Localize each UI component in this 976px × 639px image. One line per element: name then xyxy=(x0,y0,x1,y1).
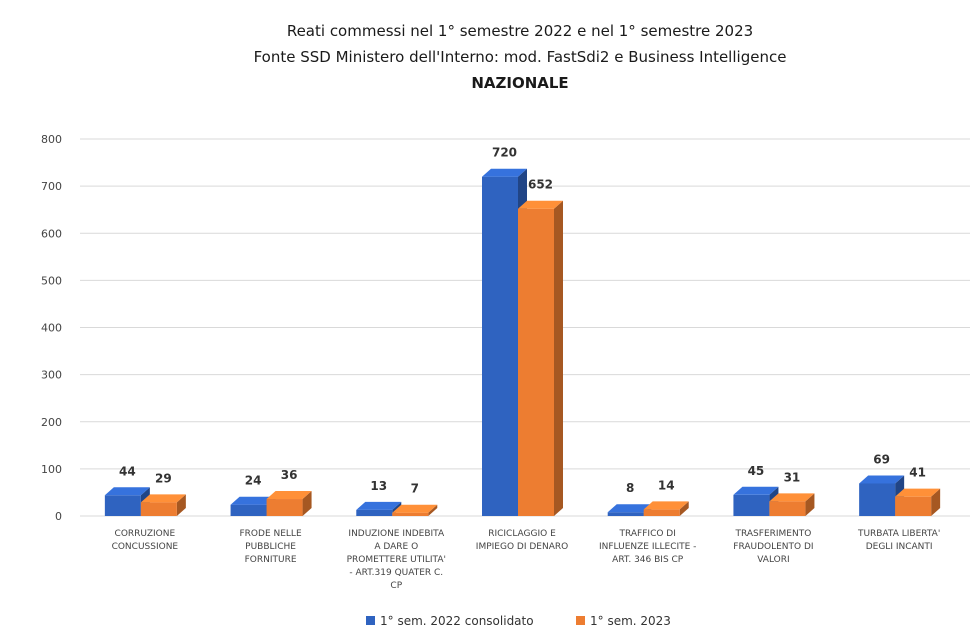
chart-title-line-3: NAZIONALE xyxy=(471,74,568,92)
bar-side xyxy=(679,501,689,516)
data-label: 45 xyxy=(748,464,765,478)
bar-top xyxy=(230,496,276,505)
bar-top xyxy=(607,504,653,513)
bar-front xyxy=(104,495,141,516)
data-label: 69 xyxy=(873,452,890,466)
y-axis-ticks: 0 100 200 300 400 500 600 700 800 xyxy=(41,133,62,523)
bar-front xyxy=(356,509,393,516)
bar-top xyxy=(104,487,150,496)
legend: 1° sem. 2022 consolidato 1° sem. 2023 xyxy=(366,614,671,628)
y-tick-label: 100 xyxy=(41,463,62,476)
bar xyxy=(392,504,438,516)
bar-top xyxy=(643,501,689,510)
legend-swatch-2023 xyxy=(576,616,585,625)
x-category-label: TRASFERIMENTO FRAUDOLENTO DI VALORI xyxy=(733,529,813,565)
data-label: 41 xyxy=(909,466,926,480)
y-tick-label: 400 xyxy=(41,322,62,335)
bar xyxy=(140,494,186,516)
data-label: 36 xyxy=(281,468,298,482)
y-tick-label: 800 xyxy=(41,133,62,146)
bar-front xyxy=(140,502,177,516)
bar-top xyxy=(140,494,186,503)
bar-side xyxy=(302,491,312,516)
data-label: 31 xyxy=(784,470,801,484)
legend-label-2023: 1° sem. 2023 xyxy=(590,614,671,628)
y-tick-label: 600 xyxy=(41,227,62,240)
bar-side xyxy=(805,493,815,516)
bar-side xyxy=(554,200,563,516)
x-category-label: CORRUZIONE CONCUSSIONE xyxy=(112,529,179,552)
x-category-label: TRAFFICO DI INFLUENZE ILLECITE -ART. 346 … xyxy=(599,529,696,565)
legend-swatch-2022 xyxy=(366,616,375,625)
data-label: 44 xyxy=(119,464,136,478)
bar xyxy=(518,200,563,516)
bar-top xyxy=(895,488,941,497)
bar-front xyxy=(859,483,896,516)
data-label: 14 xyxy=(658,478,675,492)
data-label: 7 xyxy=(411,482,419,496)
legend-label-2022: 1° sem. 2022 consolidato xyxy=(380,614,534,628)
bar xyxy=(895,488,941,516)
y-tick-label: 0 xyxy=(55,510,62,523)
chart-title: Reati commessi nel 1° semestre 2022 e ne… xyxy=(254,22,787,92)
bar-front xyxy=(230,504,267,516)
bar xyxy=(769,493,815,516)
bar-top xyxy=(769,493,815,502)
data-label: 29 xyxy=(155,471,172,485)
bar-top xyxy=(482,168,527,177)
bar-front xyxy=(518,208,554,516)
data-label: 720 xyxy=(492,146,517,160)
chart-title-line-2: Fonte SSD Ministero dell'Interno: mod. F… xyxy=(254,48,787,66)
x-axis-categories: CORRUZIONE CONCUSSIONE FRODE NELLE PUBBLICH… xyxy=(112,529,941,591)
chart-title-line-1: Reati commessi nel 1° semestre 2022 e ne… xyxy=(287,22,753,40)
x-category-label: RICICLAGGIO E IMPIEGO DI DENARO xyxy=(476,529,568,552)
bar-top xyxy=(518,200,563,209)
bar-front xyxy=(643,509,680,516)
bar-front xyxy=(607,512,644,516)
bars xyxy=(104,168,941,516)
data-label: 24 xyxy=(245,474,262,488)
bar-top xyxy=(356,501,402,510)
y-tick-label: 300 xyxy=(41,369,62,382)
bar-top xyxy=(392,504,438,513)
y-tick-label: 200 xyxy=(41,416,62,429)
bar-top xyxy=(266,491,312,500)
bar-front xyxy=(769,501,806,516)
y-tick-label: 700 xyxy=(41,180,62,193)
data-label: 8 xyxy=(626,481,634,495)
y-tick-label: 500 xyxy=(41,274,62,287)
bar-top xyxy=(733,486,779,495)
bar-front xyxy=(482,176,518,516)
bar-front xyxy=(266,499,303,516)
bar-front xyxy=(895,496,932,516)
bar xyxy=(643,501,689,516)
data-label: 652 xyxy=(528,178,553,192)
bar-top xyxy=(859,475,905,484)
bar-front xyxy=(733,494,770,516)
bar xyxy=(266,491,312,516)
bar-side xyxy=(428,504,438,516)
bar-side xyxy=(176,494,186,516)
data-label: 13 xyxy=(370,479,387,493)
bar-front xyxy=(392,512,429,516)
bar-side xyxy=(931,488,941,516)
x-category-label: TURBATA LIBERTA' DEGLI INCANTI xyxy=(857,529,940,552)
x-category-label: FRODE NELLE PUBBLICHE FORNITURE xyxy=(240,529,302,565)
data-labels: 44 29 24 36 13 7 720 652 8 14 45 31 69 41 xyxy=(119,146,926,496)
x-category-label: INDUZIONE INDEBITA A DARE O PROMETTERE UTI… xyxy=(347,529,446,591)
